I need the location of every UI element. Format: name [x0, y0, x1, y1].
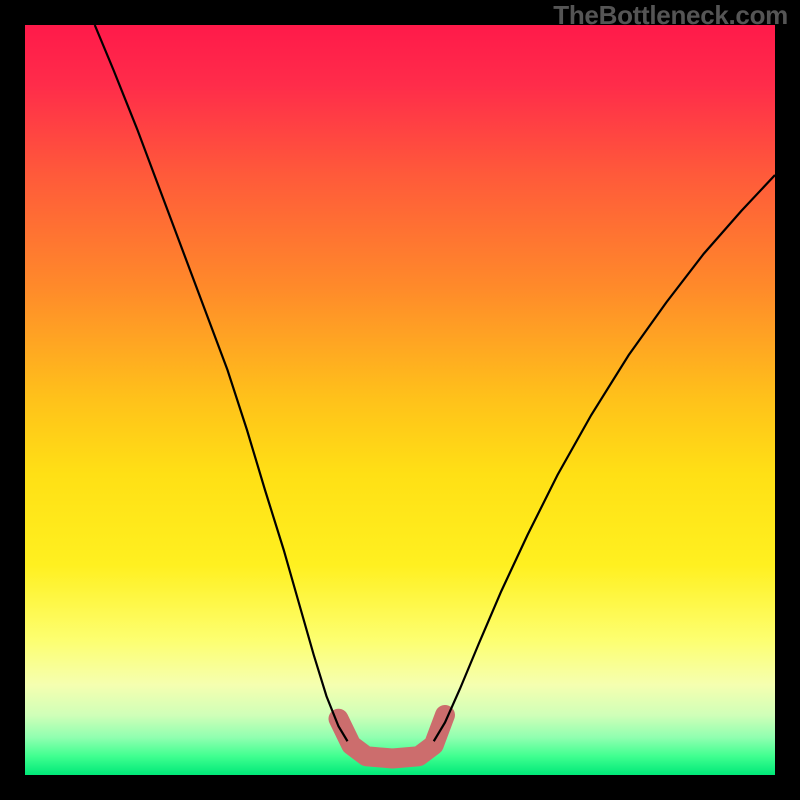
- plot-frame: [25, 25, 775, 775]
- watermark-text: TheBottleneck.com: [553, 0, 788, 31]
- gradient-background: [25, 25, 775, 775]
- plot-svg: [25, 25, 775, 775]
